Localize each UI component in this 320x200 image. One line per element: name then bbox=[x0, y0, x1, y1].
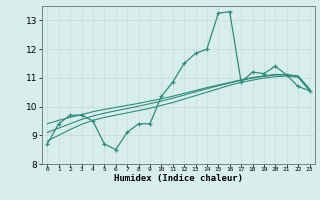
X-axis label: Humidex (Indice chaleur): Humidex (Indice chaleur) bbox=[114, 174, 243, 183]
